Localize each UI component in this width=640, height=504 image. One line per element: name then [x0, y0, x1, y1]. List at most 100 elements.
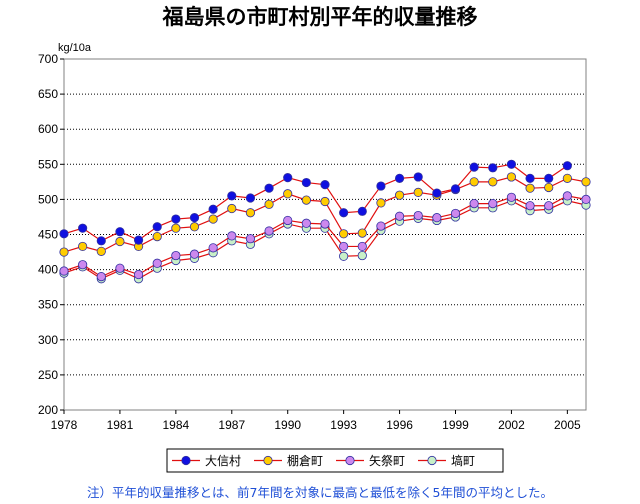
data-point: [264, 199, 274, 209]
data-point: [320, 219, 330, 229]
x-tick-label: 1981: [107, 418, 134, 432]
x-tick-label: 1996: [386, 418, 413, 432]
x-tick-label: 2005: [554, 418, 581, 432]
data-point: [301, 195, 311, 205]
data-point: [133, 269, 144, 280]
data-point: [357, 241, 367, 252]
data-point: [189, 249, 200, 259]
data-point: [115, 263, 125, 273]
data-point: [96, 272, 106, 282]
data-point: [78, 223, 88, 233]
legend: 大信村 棚倉町 矢祭町 塙町: [166, 448, 504, 473]
x-tick-label: 1987: [218, 418, 245, 432]
data-point: [469, 177, 479, 187]
data-point: [59, 266, 69, 276]
data-point: [450, 208, 461, 219]
x-tick-label: 1990: [274, 418, 301, 432]
y-tick-label: 700: [38, 52, 58, 66]
data-point: [562, 173, 572, 183]
data-point: [506, 172, 517, 182]
data-point: [339, 241, 349, 252]
footnote: 注）平年的収量推移とは、前7年間を対象に最高と最低を除く5年間の平均とした。: [87, 485, 553, 500]
data-point: [115, 227, 125, 237]
data-point: [581, 194, 591, 204]
data-point: [432, 188, 442, 198]
data-point: [264, 226, 274, 236]
legend-marker: [427, 455, 437, 466]
data-point: [152, 258, 162, 268]
data-point: [171, 223, 181, 233]
data-point: [59, 247, 69, 257]
data-point: [413, 187, 423, 197]
legend-label: 棚倉町: [287, 453, 323, 468]
data-point: [562, 161, 572, 171]
data-point: [171, 214, 181, 224]
data-point: [432, 213, 442, 223]
y-tick-label: 450: [38, 228, 58, 242]
y-tick-label: 200: [38, 403, 58, 417]
data-point: [450, 184, 461, 194]
legend-box: [166, 448, 504, 473]
data-point: [413, 210, 423, 221]
data-point: [488, 199, 498, 209]
y-tick-label: 400: [38, 263, 58, 277]
data-point: [488, 177, 498, 187]
data-point: [283, 189, 293, 199]
data-point: [394, 190, 405, 200]
data-point: [357, 250, 367, 261]
data-point: [227, 203, 237, 214]
y-tick-label: 650: [38, 87, 58, 101]
y-tick-label: 600: [38, 122, 58, 136]
data-point: [189, 213, 200, 223]
x-tick-label: 1999: [442, 418, 469, 432]
data-point: [59, 229, 69, 239]
x-tick-label: 2002: [498, 418, 525, 432]
data-point: [320, 180, 330, 190]
data-point: [133, 235, 144, 245]
y-tick-label: 500: [38, 192, 58, 206]
data-point: [544, 173, 554, 183]
data-point: [283, 173, 293, 183]
data-point: [506, 192, 517, 202]
data-point: [264, 183, 274, 193]
data-point: [78, 241, 88, 252]
data-point: [245, 234, 256, 244]
data-point: [227, 191, 237, 201]
data-point: [96, 246, 106, 256]
series-line-2: [63, 195, 587, 278]
data-point: [469, 199, 479, 209]
data-point: [115, 236, 125, 247]
data-point: [525, 201, 535, 211]
data-point: [357, 228, 367, 238]
data-point: [320, 196, 330, 207]
legend-label: 矢祭町: [369, 454, 405, 468]
y-tick-label: 300: [38, 333, 58, 347]
data-point: [96, 236, 106, 246]
data-point: [469, 162, 479, 172]
data-point: [394, 173, 405, 183]
data-point: [525, 183, 535, 193]
legend-marker: [263, 455, 273, 466]
data-point: [152, 222, 162, 232]
data-point: [376, 221, 386, 231]
data-point: [581, 177, 591, 187]
series: [59, 159, 591, 284]
legend-label: 大信村: [205, 454, 241, 468]
data-point: [152, 232, 162, 242]
data-point: [245, 208, 256, 218]
data-point: [357, 206, 367, 216]
data-point: [227, 231, 237, 241]
data-point: [506, 159, 517, 169]
y-tick-label: 350: [38, 298, 58, 312]
data-point: [301, 218, 311, 228]
gridlines: [64, 93, 586, 376]
data-point: [208, 214, 218, 224]
data-point: [544, 201, 554, 211]
data-point: [339, 229, 349, 239]
chart-title: 福島県の市町村別平年的収量推移: [162, 5, 478, 29]
y-axis-unit-label: kg/10a: [58, 42, 92, 54]
data-point: [171, 250, 181, 261]
data-point: [488, 163, 498, 173]
y-tick-label: 550: [38, 157, 58, 171]
